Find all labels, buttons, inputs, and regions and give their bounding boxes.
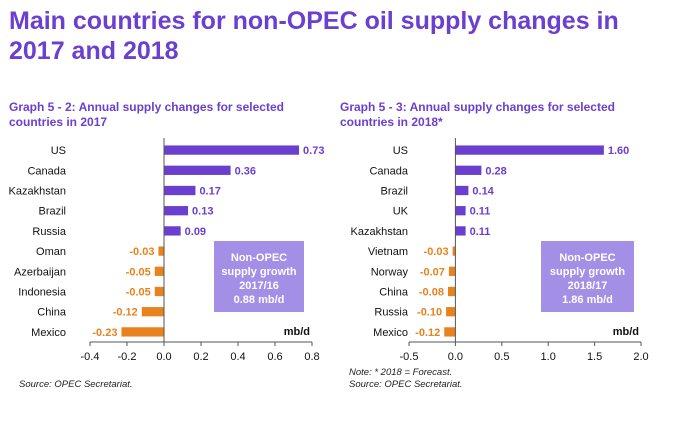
- right-category-label: Norway: [371, 266, 409, 278]
- right-bar-2: [455, 185, 469, 196]
- right-growth-box: [541, 241, 634, 312]
- right-value-label: -0.10: [417, 307, 442, 319]
- left-value-label: 0.09: [185, 226, 206, 238]
- left-tick-label: -0.2: [118, 351, 137, 363]
- right-bar-7: [447, 286, 456, 297]
- left-category-label: Russia: [32, 226, 67, 238]
- left-value-label: 0.13: [192, 206, 213, 218]
- right-source: Source: OPEC Secretariat.: [349, 379, 463, 390]
- left-bar-8: [141, 307, 164, 317]
- left-bar-2: [164, 185, 196, 196]
- left-category-label: China: [37, 307, 67, 319]
- left-bar-6: [154, 266, 164, 276]
- right-bar-6: [448, 266, 456, 276]
- right-bar-4: [455, 226, 466, 236]
- right-growth-box-line: supply growth: [550, 266, 625, 278]
- right-tick-label: -0.5: [400, 351, 419, 363]
- right-notes: Note: * 2018 = Forecast. Source: OPEC Se…: [349, 367, 463, 391]
- right-growth-box-line: 2018/17: [568, 280, 608, 292]
- left-tick-label: 0.8: [304, 351, 319, 363]
- right-value-label: 1.60: [608, 145, 629, 157]
- right-category-label: Canada: [369, 165, 408, 177]
- right-value-label: -0.07: [420, 266, 445, 278]
- left-chart-title: Graph 5 - 2: Annual supply changes for s…: [9, 100, 284, 129]
- left-value-label: -0.03: [129, 246, 154, 258]
- left-growth-box-line: Non-OPEC: [231, 252, 287, 264]
- left-unit-label: mb/d: [284, 326, 310, 338]
- left-bar-1: [164, 165, 231, 175]
- right-tick-label: 0.5: [494, 351, 509, 363]
- left-bar-chart: US 0.73 Canada 0.36 Kazakhstan 0.17 Brazil 0.13…: [9, 138, 324, 363]
- left-value-label: 0.36: [235, 165, 256, 177]
- right-bar-8: [446, 307, 456, 317]
- right-growth-box-line: 1.86 mb/d: [562, 294, 613, 306]
- left-value-label: 0.73: [303, 145, 324, 157]
- left-tick-label: -0.4: [81, 351, 100, 363]
- left-tick-label: 0.2: [193, 351, 208, 363]
- left-bar-0: [164, 145, 300, 155]
- right-value-label: 0.11: [470, 206, 491, 218]
- right-bar-9: [444, 327, 456, 337]
- right-bar-0: [455, 145, 604, 155]
- left-value-label: -0.12: [113, 307, 138, 319]
- left-bar-5: [158, 246, 164, 256]
- right-bar-5: [452, 246, 456, 256]
- right-category-label: UK: [393, 206, 409, 218]
- right-value-label: -0.08: [419, 287, 444, 299]
- right-chart-title: Graph 5 - 3: Annual supply changes for s…: [340, 100, 615, 129]
- left-bar-3: [164, 206, 189, 216]
- left-value-label: -0.23: [92, 327, 117, 339]
- right-bar-1: [455, 165, 482, 175]
- right-category-label: Mexico: [373, 327, 408, 339]
- left-bar-7: [154, 286, 164, 297]
- right-note: Note: * 2018 = Forecast.: [349, 367, 453, 378]
- right-category-label: Kazakhstan: [351, 226, 408, 238]
- left-bar-4: [164, 226, 181, 236]
- page-title: Main countries for non-OPEC oil supply c…: [9, 7, 619, 65]
- left-category-label: Indonesia: [18, 287, 67, 299]
- right-bar-3: [455, 206, 466, 216]
- right-value-label: -0.03: [424, 246, 449, 258]
- right-category-label: China: [379, 287, 409, 299]
- right-unit-label: mb/d: [613, 326, 639, 338]
- left-bar-9: [121, 327, 164, 337]
- right-value-label: -0.12: [415, 327, 440, 339]
- right-value-label: 0.11: [470, 226, 491, 238]
- left-growth-box: [214, 241, 304, 312]
- left-category-label: US: [51, 145, 66, 157]
- left-growth-box-line: supply growth: [221, 266, 296, 278]
- left-tick-label: 0.6: [267, 351, 282, 363]
- right-category-label: Brazil: [380, 186, 408, 198]
- right-tick-label: 1.5: [587, 351, 602, 363]
- left-value-label: 0.17: [199, 186, 220, 198]
- right-category-label: Vietnam: [368, 246, 408, 258]
- right-category-label: US: [393, 145, 408, 157]
- left-category-label: Mexico: [31, 327, 66, 339]
- left-tick-label: 0.4: [230, 351, 245, 363]
- left-notes: Source: OPEC Secretariat.: [19, 379, 133, 391]
- right-value-label: 0.28: [485, 165, 506, 177]
- right-value-label: 0.14: [472, 186, 494, 198]
- right-tick-label: 0.0: [448, 351, 463, 363]
- left-source: Source: OPEC Secretariat.: [19, 379, 133, 390]
- right-tick-label: 2.0: [633, 351, 648, 363]
- left-value-label: -0.05: [126, 266, 151, 278]
- right-growth-box-line: Non-OPEC: [559, 252, 615, 264]
- left-category-label: Canada: [27, 165, 66, 177]
- left-category-label: Kazakhstan: [9, 186, 66, 198]
- left-growth-box-line: 2017/16: [239, 280, 279, 292]
- right-bar-chart: US 1.60 Canada 0.28 Brazil 0.14 UK 0.11 Kazakhst…: [351, 138, 649, 363]
- right-tick-label: 1.0: [541, 351, 556, 363]
- left-tick-label: 0.0: [156, 351, 171, 363]
- left-value-label: -0.05: [126, 287, 151, 299]
- left-category-label: Brazil: [38, 206, 66, 218]
- left-category-label: Oman: [36, 246, 66, 258]
- left-category-label: Azerbaijan: [14, 266, 66, 278]
- right-category-label: Russia: [374, 307, 409, 319]
- left-growth-box-line: 0.88 mb/d: [234, 294, 285, 306]
